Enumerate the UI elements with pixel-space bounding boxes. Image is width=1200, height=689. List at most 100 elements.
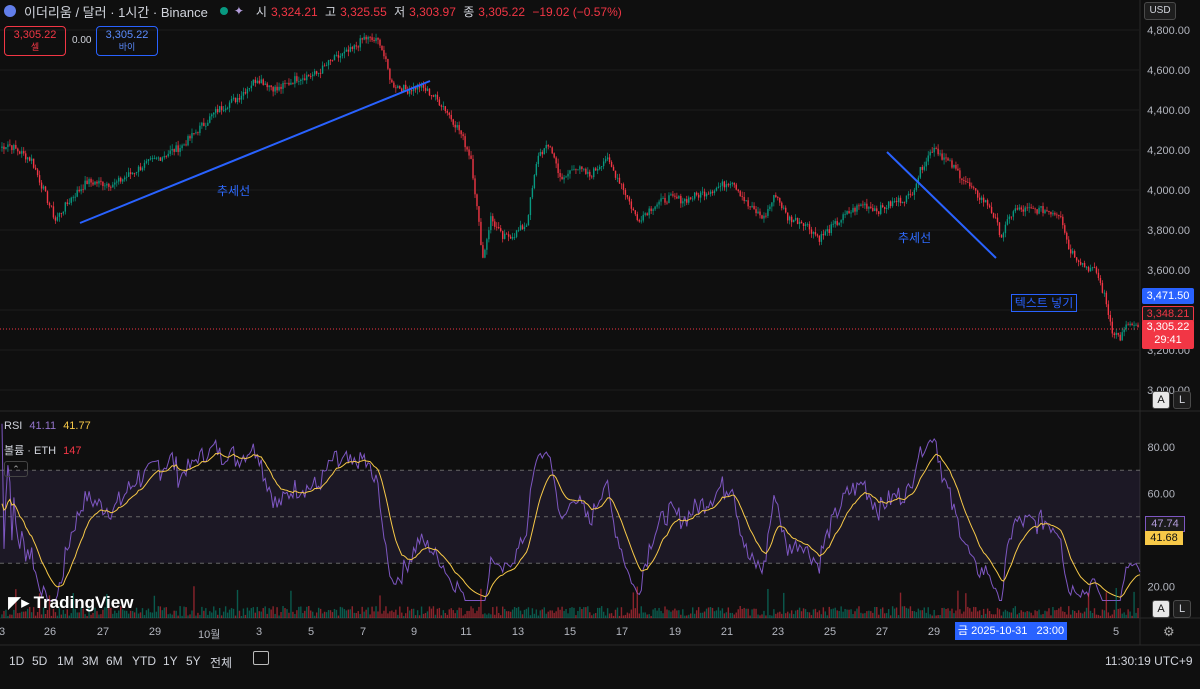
volume-bar [1073, 611, 1076, 618]
volume-bar [122, 609, 124, 618]
candle-body [555, 157, 557, 164]
volume-bar [701, 612, 704, 618]
candle-body [34, 167, 37, 170]
volume-bar [652, 609, 654, 618]
currency-selector[interactable]: USD [1144, 2, 1176, 20]
range-button-5y[interactable]: 5Y [186, 654, 201, 668]
volume-bar [569, 607, 571, 618]
text-box-annotation[interactable]: 텍스트 넣기 [1011, 294, 1077, 312]
volume-bar [280, 612, 282, 618]
log-scale-button[interactable]: L [1173, 600, 1191, 618]
ohlc-values: 시 3,324.21 고 3,325.55 저 3,303.97 종 3,305.22 … [255, 4, 622, 19]
range-button-1d[interactable]: 1D [9, 654, 25, 668]
log-scale-button[interactable]: L [1173, 391, 1191, 409]
volume-bar [484, 613, 486, 618]
volume-bar [232, 608, 235, 618]
volume-bar [1048, 608, 1050, 618]
candle-body [393, 82, 395, 88]
date-range-icon[interactable] [253, 651, 269, 665]
candle-body [298, 81, 300, 82]
candle-body [248, 88, 251, 90]
candle-body [662, 198, 664, 199]
volume-bar [581, 608, 583, 618]
volume-bar [891, 606, 894, 618]
range-button-1m[interactable]: 1M [57, 654, 74, 668]
candle-body [953, 164, 955, 168]
range-button-ytd[interactable]: YTD [132, 654, 156, 668]
trendline [79, 80, 431, 224]
candle-body [90, 179, 92, 183]
candle-body [638, 220, 640, 222]
volume-bar [25, 611, 27, 618]
range-button-1y[interactable]: 1Y [163, 654, 178, 668]
sell-button[interactable]: 3,305.22 셀 [4, 26, 66, 56]
volume-bar [557, 607, 559, 618]
volume-bar [325, 612, 328, 618]
magic-icon[interactable]: ✦ [233, 4, 244, 18]
volume-bar [973, 606, 975, 618]
volume-bar [1083, 611, 1086, 618]
settings-gear-icon[interactable]: ⚙ [1163, 624, 1175, 639]
trendline-label[interactable]: 추세선 [217, 184, 251, 198]
candle-body [1034, 208, 1036, 210]
range-button-6m[interactable]: 6M [106, 654, 123, 668]
candle-body [933, 147, 935, 153]
time-tick-label: 19 [668, 626, 682, 638]
volume-bar [1038, 609, 1040, 618]
candle-body [1072, 251, 1074, 254]
rsi-value-label: 47.74 [1145, 516, 1185, 532]
volume-bar [709, 607, 712, 618]
candle-body [773, 195, 775, 203]
volume-bar [357, 611, 359, 618]
volume-bar [674, 608, 676, 618]
range-button-5d[interactable]: 5D [32, 654, 48, 668]
candle-body [185, 144, 187, 146]
range-button-전체[interactable]: 전체 [210, 656, 233, 670]
candle-body [92, 182, 94, 185]
candle-body [244, 92, 247, 94]
candle-body [767, 209, 769, 216]
volume-bar [1129, 611, 1131, 618]
volume-bar [44, 613, 47, 618]
candle-body [500, 228, 502, 232]
volume-bar [787, 611, 789, 618]
candle-body [990, 206, 993, 214]
candle-body [122, 179, 124, 182]
candle-body [614, 170, 617, 178]
range-button-3m[interactable]: 3M [82, 654, 99, 668]
trendline-label[interactable]: 추세선 [898, 231, 932, 245]
candle-body [278, 86, 280, 91]
volume-bar [802, 608, 805, 618]
candle-body [1052, 213, 1054, 215]
volume-bar [781, 613, 783, 618]
volume-bar [315, 612, 318, 618]
candle-body [598, 166, 601, 170]
candle-body [335, 54, 338, 56]
volume-bar [715, 610, 718, 618]
buy-button[interactable]: 3,305.22 바이 [96, 26, 158, 56]
auto-scale-button[interactable]: A [1152, 391, 1170, 409]
volume-bar [757, 614, 759, 618]
volume-bar [519, 610, 522, 618]
volume-bar [527, 607, 530, 618]
volume-bar [525, 608, 528, 618]
clock[interactable]: 11:30:19 UTC+9 [1105, 654, 1193, 668]
candle-body [642, 214, 644, 221]
volume-bar [242, 608, 245, 618]
candle-body [893, 200, 896, 202]
candle-body [626, 195, 629, 198]
volume-bar [1030, 612, 1032, 618]
candle-body [715, 188, 718, 191]
candle-body [345, 49, 348, 52]
volume-bar [266, 613, 268, 618]
candle-body [557, 163, 559, 174]
collapse-indicators-button[interactable]: ⌃ [4, 461, 28, 477]
volume-bar [143, 615, 146, 618]
symbol-title[interactable]: 이더리움 / 달러 · 1시간 · Binance [24, 4, 208, 20]
candle-body [120, 177, 122, 182]
volume-bar [1022, 611, 1024, 618]
auto-scale-button[interactable]: A [1152, 600, 1170, 618]
candle-body [620, 183, 623, 185]
volume-bar [460, 608, 462, 618]
